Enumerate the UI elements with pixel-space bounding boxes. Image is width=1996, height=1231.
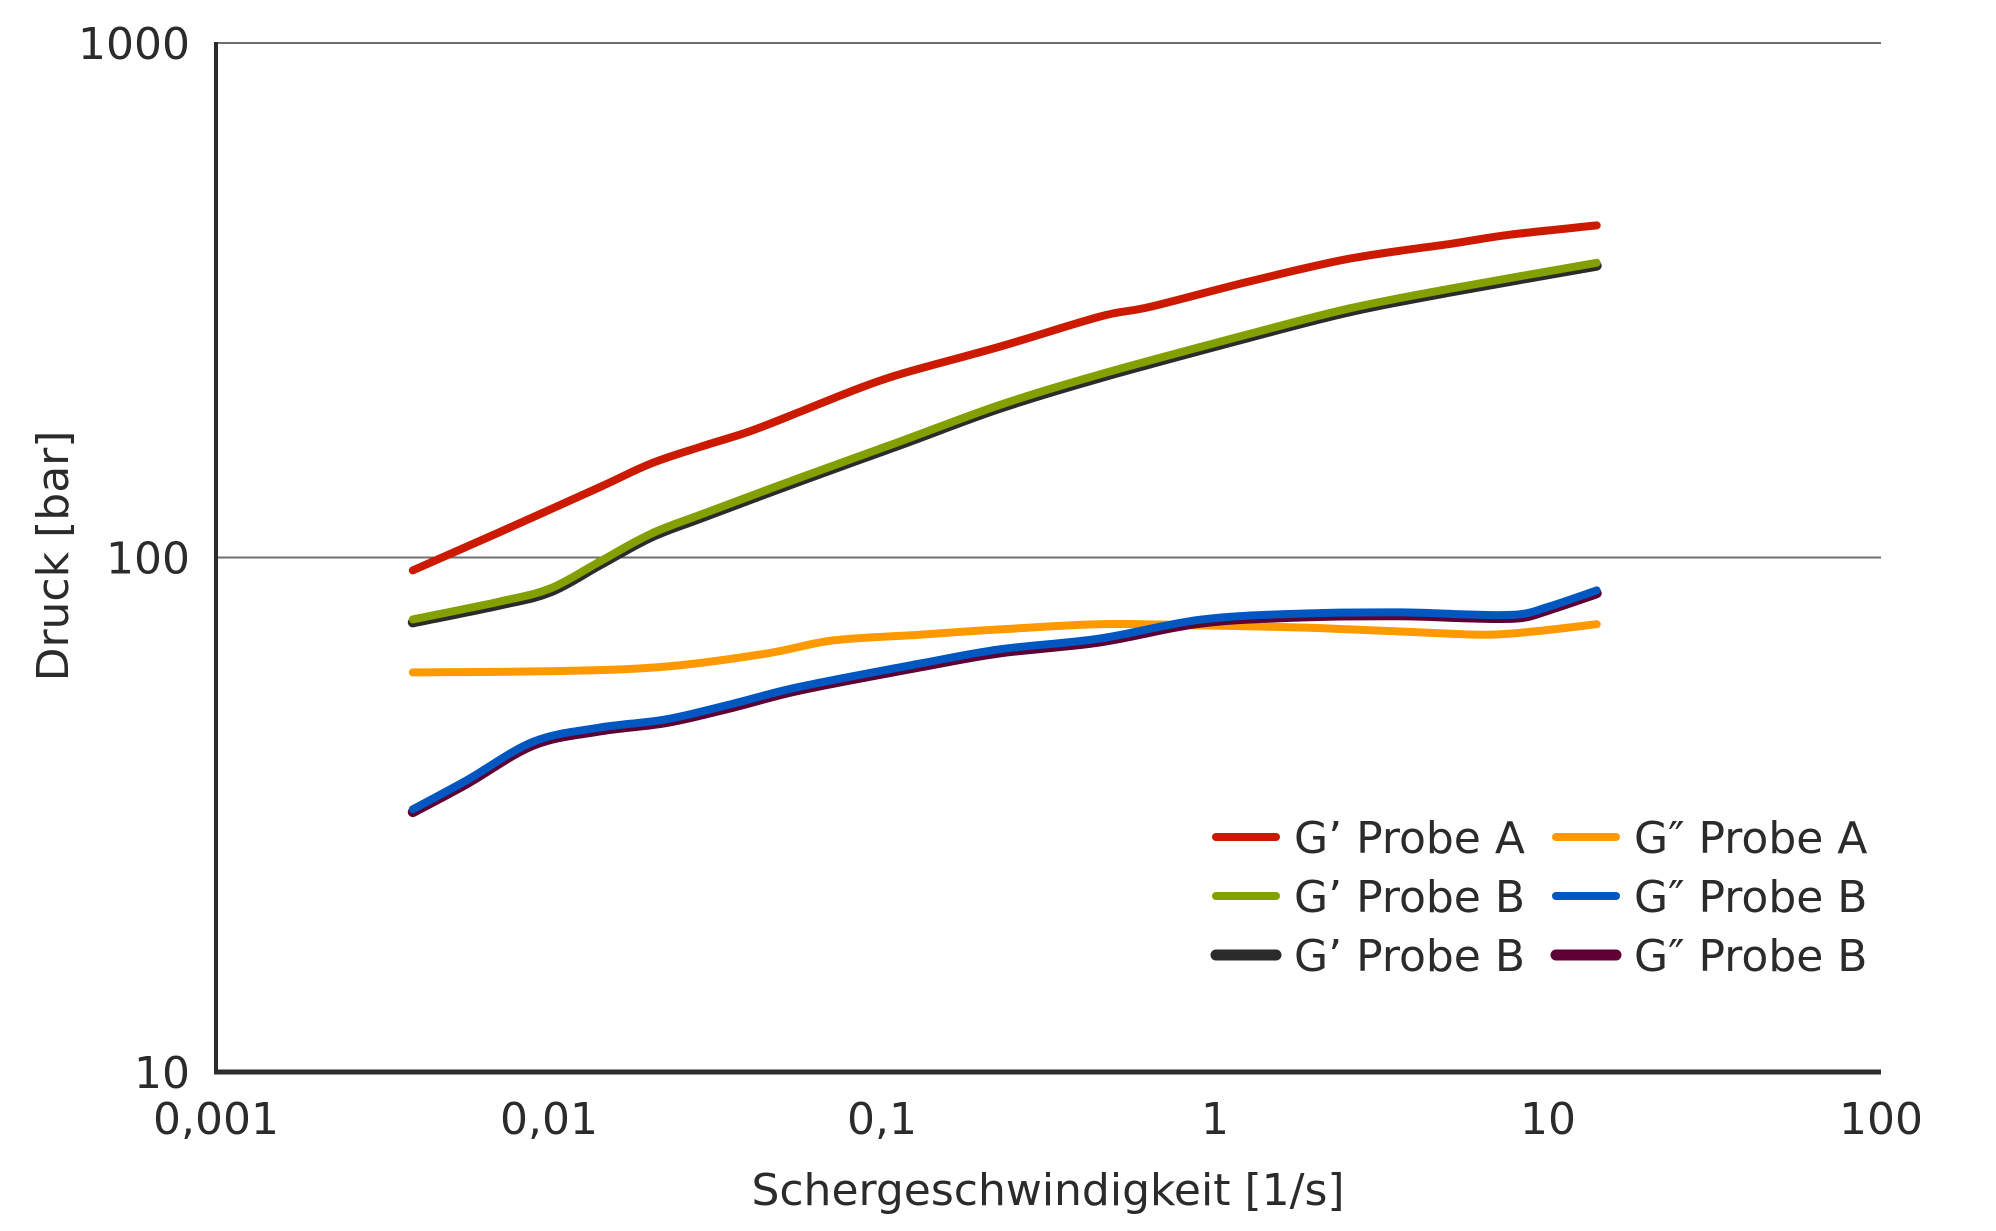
x-tick-label: 0,001 <box>153 1094 279 1145</box>
x-tick-label: 10 <box>1520 1094 1576 1145</box>
x-tick-label: 1 <box>1201 1094 1229 1145</box>
x-axis-title: Schergeschwindigkeit [1/s] <box>751 1165 1344 1216</box>
y-axis-title: Druck [bar] <box>28 431 79 682</box>
legend: G’ Probe A G’ Probe B G’ Probe B G″ Probe A… <box>1210 813 1868 982</box>
y-tick-label: 10 <box>134 1048 190 1099</box>
series-line-5 <box>408 586 1601 814</box>
legend-label: G″ Probe B <box>1634 931 1868 982</box>
x-tick-labels: 0,001 0,01 0,1 1 10 100 <box>153 1094 1923 1145</box>
legend-label: G’ Probe B <box>1294 931 1525 982</box>
series-line-3 <box>408 620 1601 677</box>
series-line-2 <box>408 258 1601 624</box>
legend-label: G’ Probe A <box>1294 813 1525 864</box>
y-tick-label: 100 <box>106 534 190 585</box>
gridlines <box>216 42 1881 559</box>
legend-label: G″ Probe B <box>1634 872 1868 923</box>
x-tick-label: 0,1 <box>847 1094 917 1145</box>
series-lines <box>407 221 1602 818</box>
legend-label: G’ Probe B <box>1294 872 1525 923</box>
y-tick-labels: 10 100 1000 <box>78 19 190 1099</box>
series-line-0 <box>408 221 1601 575</box>
x-tick-label: 0,01 <box>500 1094 598 1145</box>
y-tick-label: 1000 <box>78 19 190 70</box>
legend-label: G″ Probe A <box>1634 813 1867 864</box>
axes <box>214 42 1881 1075</box>
x-tick-label: 100 <box>1839 1094 1923 1145</box>
